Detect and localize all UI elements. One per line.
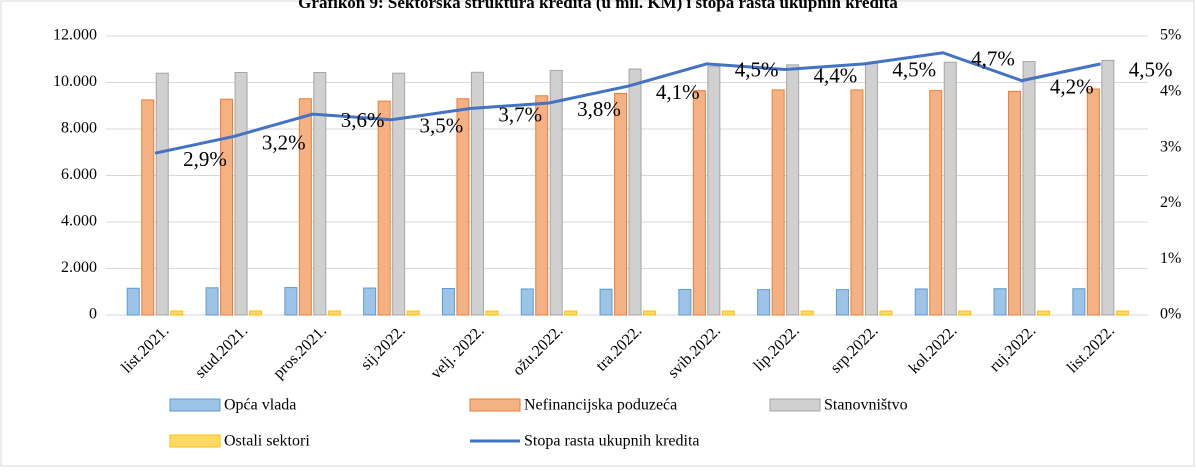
bar bbox=[470, 71, 484, 316]
bar bbox=[1008, 90, 1022, 316]
legend-label: Opća vlada bbox=[224, 397, 296, 414]
legend-label: Stopa rasta ukupnih kredita bbox=[524, 433, 700, 450]
bar bbox=[800, 310, 814, 316]
bar bbox=[721, 310, 735, 316]
bar bbox=[1101, 59, 1115, 316]
bar bbox=[692, 90, 706, 316]
bar bbox=[786, 64, 800, 316]
bar bbox=[284, 287, 298, 316]
data-label: 3,7% bbox=[498, 102, 542, 126]
bar bbox=[943, 61, 957, 316]
y-tick-label: 2.000 bbox=[61, 259, 97, 276]
y-tick-label: 0 bbox=[89, 306, 97, 323]
bar bbox=[406, 310, 420, 316]
bar bbox=[643, 310, 657, 316]
data-label: 3,2% bbox=[262, 130, 306, 154]
data-label: 4,7% bbox=[971, 47, 1015, 71]
bar bbox=[170, 310, 184, 316]
legend-label: Stanovništvo bbox=[824, 397, 908, 414]
data-label: 4,2% bbox=[1050, 74, 1094, 98]
legend-swatch bbox=[469, 398, 521, 412]
bar bbox=[441, 287, 455, 316]
bar bbox=[549, 69, 563, 316]
legend-label: Ostali sektori bbox=[224, 433, 310, 450]
bar bbox=[564, 310, 578, 316]
y-tick-label: 4.000 bbox=[61, 213, 97, 230]
data-label: 4,5% bbox=[735, 58, 779, 82]
bar bbox=[535, 95, 549, 316]
bar bbox=[707, 66, 721, 316]
y-tick-label: 12.000 bbox=[53, 27, 97, 44]
bar bbox=[1086, 88, 1100, 316]
data-label: 2,9% bbox=[183, 147, 227, 171]
bar bbox=[363, 287, 377, 316]
bar bbox=[628, 68, 642, 316]
bar bbox=[1072, 288, 1086, 316]
data-label: 4,5% bbox=[892, 58, 936, 82]
data-label: 3,8% bbox=[577, 97, 621, 121]
data-label: 4,4% bbox=[814, 63, 858, 87]
data-label: 4,5% bbox=[1129, 58, 1173, 82]
y2-tick-label: 4% bbox=[1160, 82, 1181, 99]
legend-swatch bbox=[169, 398, 221, 412]
y-tick-label: 6.000 bbox=[61, 166, 97, 183]
bar bbox=[456, 98, 470, 316]
bar bbox=[678, 288, 692, 316]
bar bbox=[155, 72, 169, 316]
bar bbox=[614, 92, 628, 316]
bar bbox=[757, 289, 771, 316]
y2-tick-label: 2% bbox=[1160, 194, 1181, 211]
bar bbox=[1022, 61, 1036, 316]
y2-tick-label: 5% bbox=[1160, 27, 1181, 44]
bar bbox=[599, 288, 613, 316]
bar bbox=[929, 90, 943, 316]
bar bbox=[835, 289, 849, 316]
y-tick-label: 10.000 bbox=[53, 73, 97, 90]
bar bbox=[205, 287, 219, 316]
legend-swatch bbox=[769, 398, 821, 412]
y2-tick-label: 1% bbox=[1160, 250, 1181, 267]
bar bbox=[879, 310, 893, 316]
bar bbox=[249, 310, 263, 316]
bar bbox=[141, 99, 155, 316]
bar bbox=[220, 98, 234, 316]
bar bbox=[392, 72, 406, 316]
data-label: 3,5% bbox=[420, 114, 464, 138]
bar bbox=[298, 98, 312, 316]
bar bbox=[1115, 310, 1129, 316]
bar bbox=[771, 89, 785, 316]
y2-tick-label: 0% bbox=[1160, 306, 1181, 323]
bar bbox=[234, 72, 248, 316]
bar bbox=[850, 89, 864, 316]
bar bbox=[126, 287, 140, 316]
line bbox=[154, 51, 1101, 155]
bar bbox=[993, 288, 1007, 316]
bar bbox=[313, 72, 327, 316]
bar bbox=[864, 62, 878, 316]
data-label: 3,6% bbox=[341, 108, 385, 132]
bar bbox=[958, 310, 972, 316]
legend-swatch bbox=[169, 434, 221, 448]
bar bbox=[1037, 310, 1051, 316]
legend-label: Nefinancijska poduzeća bbox=[524, 397, 677, 414]
y2-tick-label: 3% bbox=[1160, 138, 1181, 155]
bar bbox=[485, 310, 499, 316]
chart-title: Grafikon 9: Sektorska struktura kredita … bbox=[298, 0, 898, 12]
bar bbox=[327, 310, 341, 316]
bar bbox=[914, 288, 928, 316]
y-tick-label: 8.000 bbox=[61, 120, 97, 137]
data-label: 4,1% bbox=[656, 80, 700, 104]
bar bbox=[377, 100, 391, 316]
bar bbox=[520, 288, 534, 316]
